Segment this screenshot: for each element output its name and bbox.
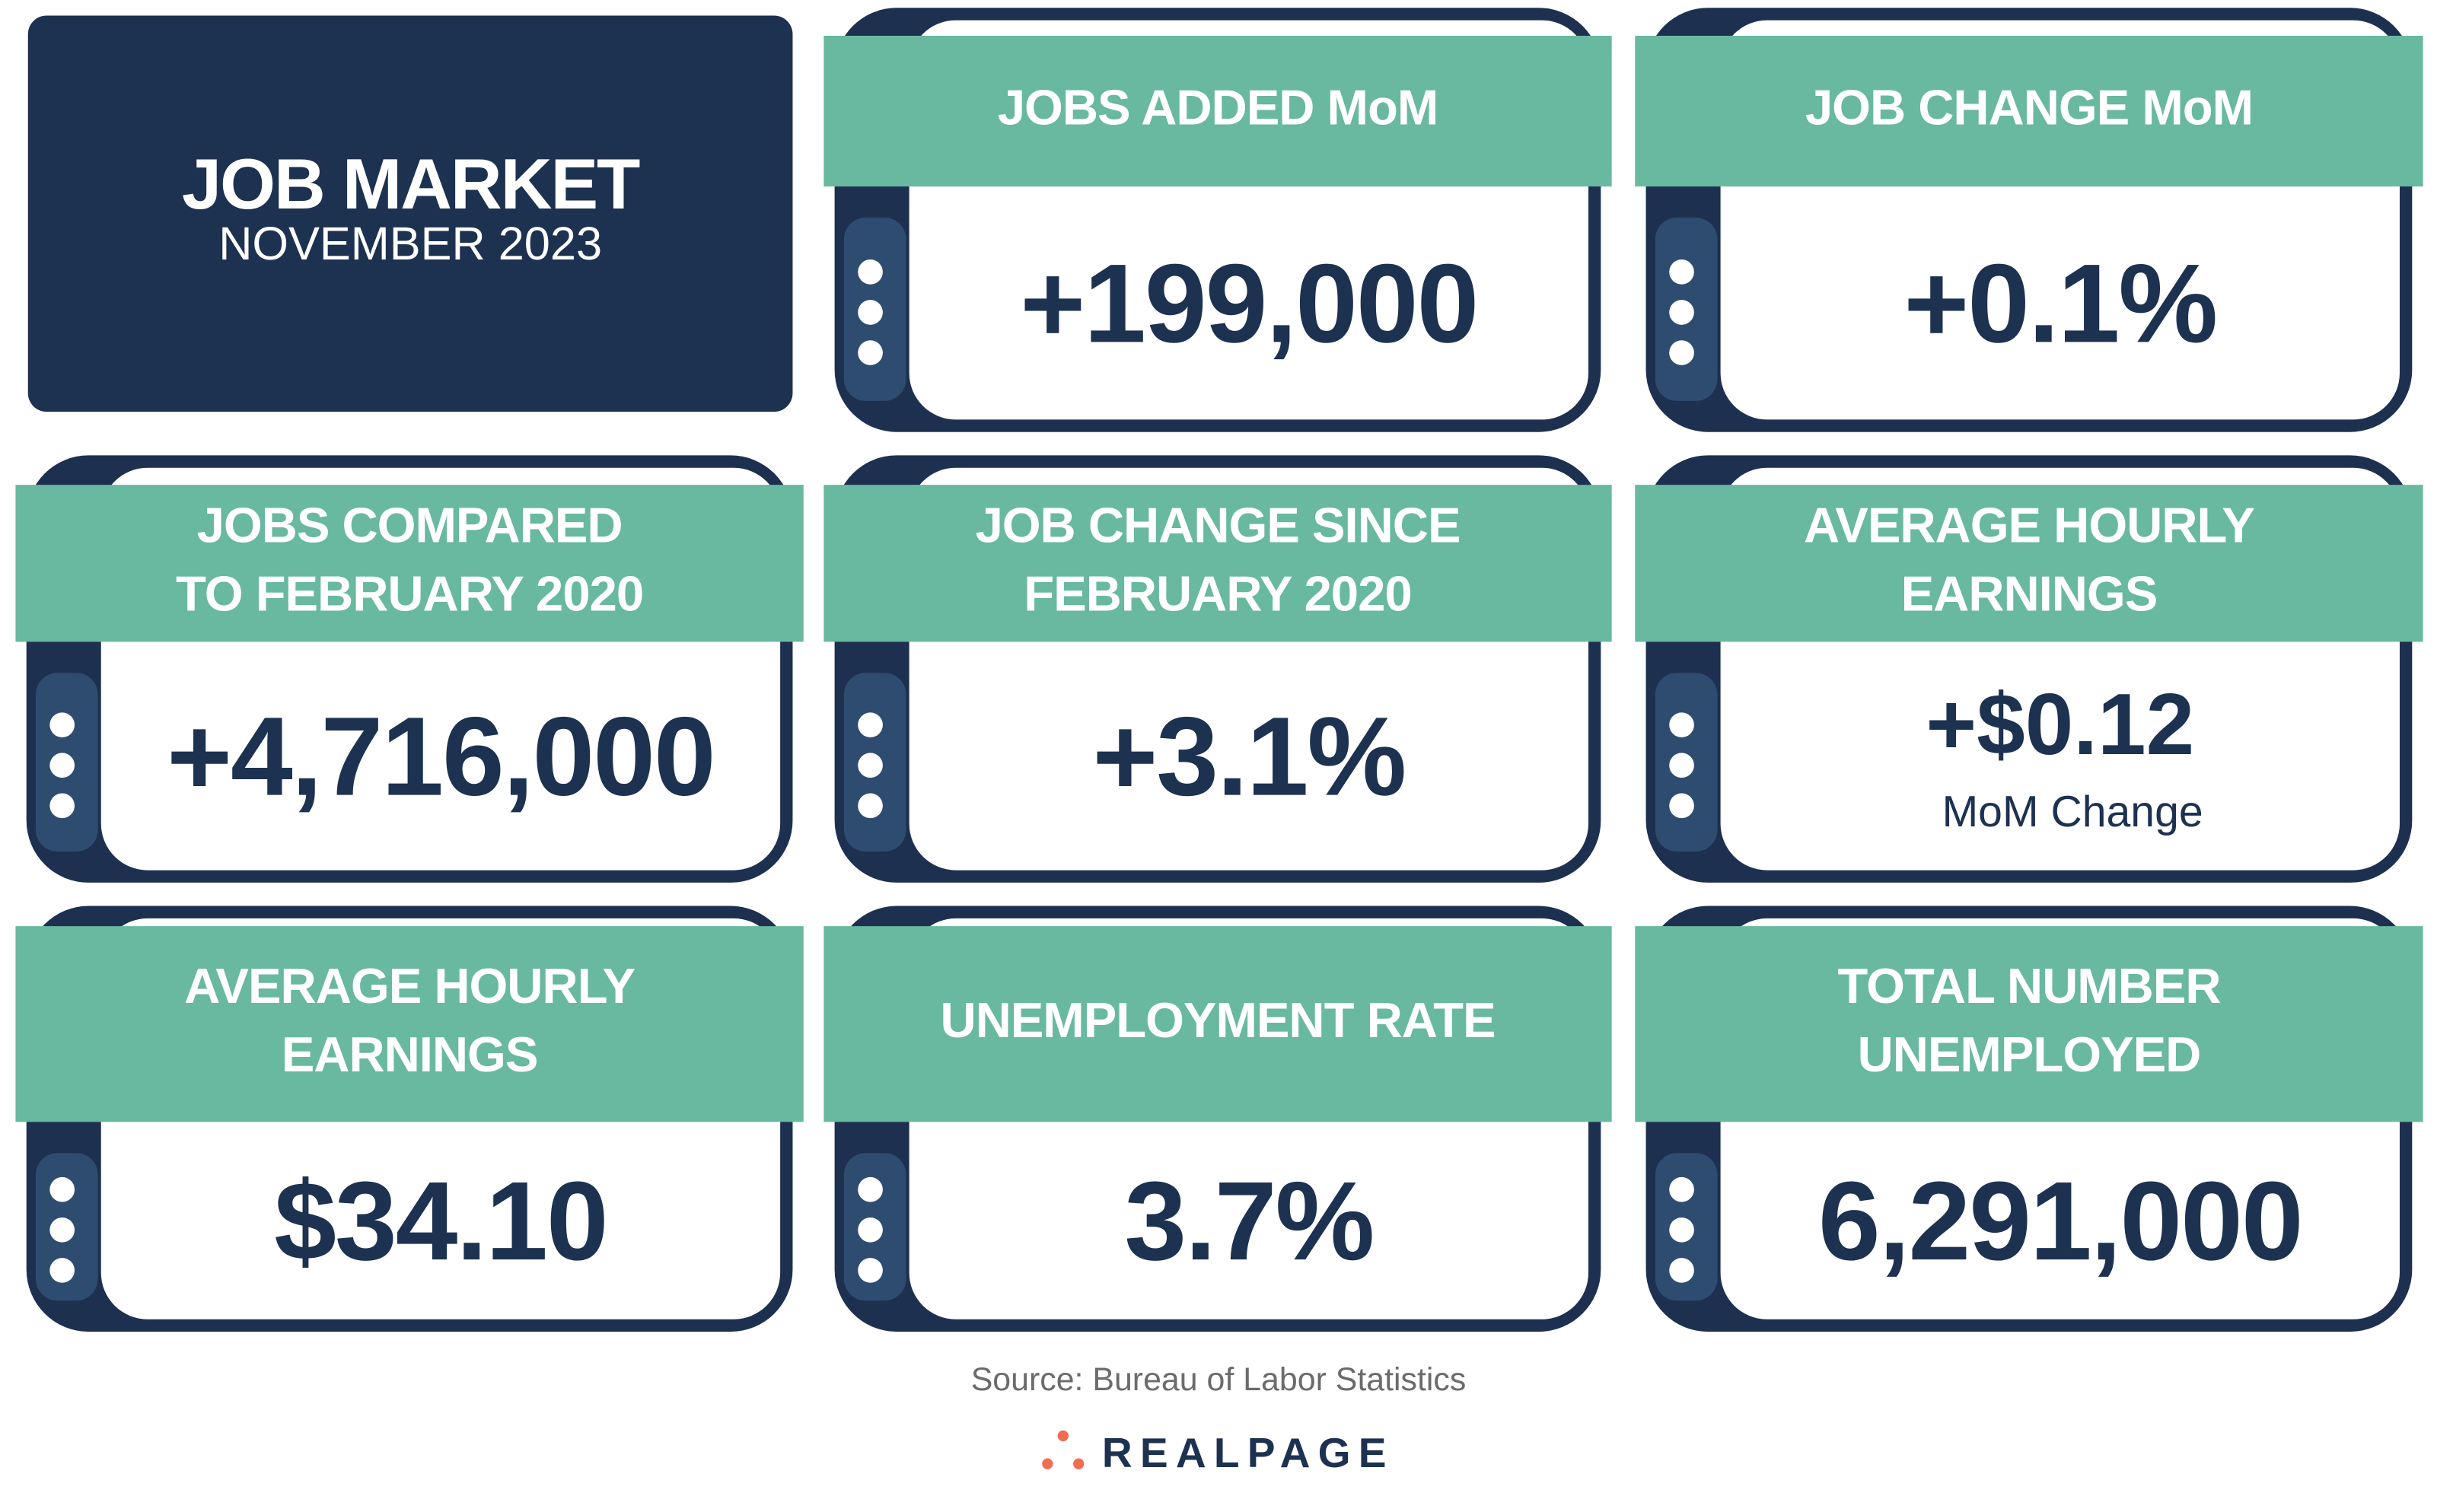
- card-header-text: TOTAL NUMBER: [1837, 958, 2220, 1014]
- card-dot: [49, 793, 75, 819]
- stat-card: JOBS COMPARED TO FEBRUARY 2020 +4,716,000: [15, 455, 804, 883]
- card-header: [15, 485, 804, 642]
- card-value: +4,716,000: [167, 695, 714, 820]
- card-dot: [1669, 1176, 1694, 1202]
- card-dot: [858, 1218, 883, 1243]
- card-dot: [858, 753, 883, 778]
- card-dot: [858, 712, 883, 737]
- card-header: [823, 485, 1612, 642]
- logo: REALPAGE: [1042, 1429, 1394, 1476]
- card-value: 3.7%: [1124, 1159, 1373, 1284]
- card-header-text: UNEMPLOYED: [1858, 1027, 2201, 1082]
- card-header-text: JOB CHANGE SINCE: [975, 498, 1460, 553]
- card-dot: [49, 753, 75, 778]
- stat-card: UNEMPLOYMENT RATE 3.7%: [823, 906, 1612, 1332]
- stat-card: JOBS ADDED MoM +199,000: [823, 8, 1612, 432]
- logo-dot: [1042, 1458, 1053, 1469]
- logo-text: REALPAGE: [1102, 1429, 1394, 1476]
- card-dot: [49, 1218, 75, 1243]
- card-value: +0.1%: [1903, 241, 2216, 366]
- logo-dot: [1057, 1430, 1069, 1442]
- card-header: [1635, 35, 2423, 187]
- card-header-text: AVERAGE HOURLY: [1804, 498, 2254, 553]
- card-dot: [858, 340, 883, 365]
- card-header-text: TO FEBRUARY 2020: [176, 565, 643, 621]
- title-box: [27, 15, 793, 412]
- card-dot: [49, 712, 75, 737]
- card-value: $34.10: [274, 1159, 607, 1284]
- card-value: 6,291,000: [1818, 1159, 2302, 1284]
- card-header-text: JOB CHANGE MoM: [1805, 79, 2253, 135]
- card-dot: [1669, 712, 1694, 737]
- card-header-text: UNEMPLOYMENT RATE: [940, 992, 1495, 1048]
- stat-card: JOB CHANGE SINCE FEBRUARY 2020 +3.1%: [823, 455, 1612, 883]
- card-dot: [1669, 259, 1694, 285]
- card-note: MoM Change: [1942, 788, 2203, 836]
- source: Source: Bureau of Labor Statistics: [971, 1361, 1467, 1398]
- card-dot: [1669, 300, 1694, 325]
- card-dot: [858, 1258, 883, 1283]
- logo-dot: [1073, 1458, 1085, 1469]
- card-dot: [858, 300, 883, 325]
- card-header-text: AVERAGE HOURLY: [184, 958, 635, 1014]
- card-header: [823, 35, 1612, 187]
- stat-card: JOB CHANGE MoM +0.1%: [1635, 8, 2423, 432]
- card-value: +3.1%: [1092, 695, 1405, 820]
- card-header: [823, 926, 1612, 1122]
- card-header-text: JOBS COMPARED: [197, 498, 623, 553]
- card-header-text: EARNINGS: [1901, 565, 2158, 621]
- subtitle: NOVEMBER 2023: [218, 218, 602, 269]
- card-value: +$0.12: [1926, 676, 2194, 773]
- card-dot: [49, 1258, 75, 1283]
- card-dot: [1669, 340, 1694, 365]
- stat-card: AVERAGE HOURLY EARNINGS +$0.12 MoM Change: [1635, 455, 2423, 883]
- card-header-text: FEBRUARY 2020: [1024, 565, 1412, 621]
- card-dot: [1669, 753, 1694, 778]
- stat-card: AVERAGE HOURLY EARNINGS $34.10: [15, 906, 804, 1332]
- card-dot: [858, 259, 883, 285]
- card-header: [1635, 926, 2423, 1122]
- card-header: [15, 926, 804, 1122]
- card-header: [1635, 485, 2423, 642]
- card-dot: [49, 1176, 75, 1202]
- card-header-text: JOBS ADDED MoM: [998, 79, 1438, 135]
- card-dot: [1669, 793, 1694, 819]
- title: JOB MARKET: [182, 144, 640, 224]
- card-dot: [1669, 1218, 1694, 1243]
- card-dot: [858, 793, 883, 819]
- card-value: +199,000: [1020, 241, 1477, 366]
- card-dot: [858, 1176, 883, 1202]
- stat-card: TOTAL NUMBER UNEMPLOYED 6,291,000: [1635, 906, 2423, 1332]
- card-header-text: EARNINGS: [282, 1027, 538, 1082]
- card-dot: [1669, 1258, 1694, 1283]
